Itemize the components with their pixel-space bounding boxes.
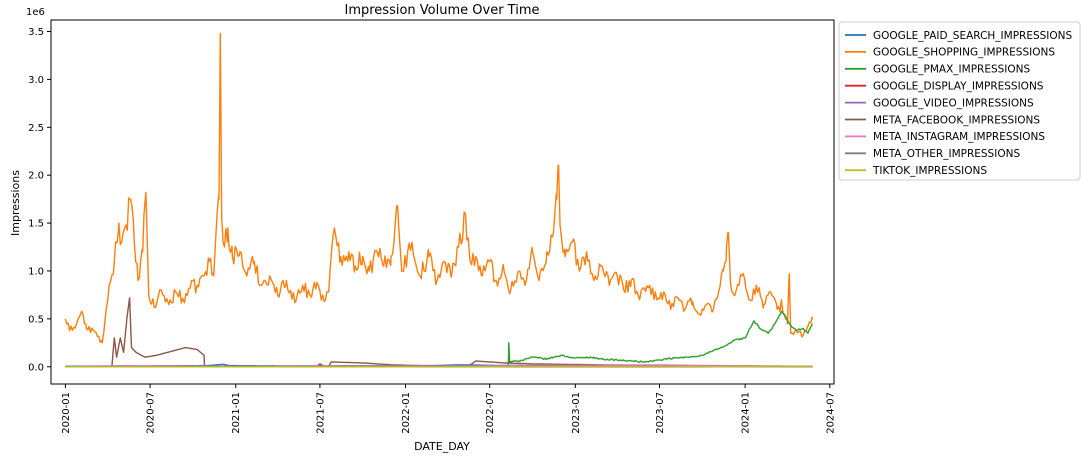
legend-label: META_INSTAGRAM_IMPRESSIONS — [873, 131, 1045, 143]
y-tick-label: 3.5 — [28, 27, 44, 38]
x-tick-label: 2022-07 — [485, 392, 496, 434]
y-tick-label: 2.5 — [28, 123, 44, 134]
series-line-google-shopping-impressions — [65, 33, 812, 342]
legend-label: GOOGLE_VIDEO_IMPRESSIONS — [873, 97, 1034, 109]
legend-label: TIKTOK_IMPRESSIONS — [872, 165, 987, 177]
y-tick-label: 0.0 — [28, 362, 44, 373]
y-axis-ticks: 0.0 0.5 1.0 1.5 2.0 2.5 3.0 3.5 — [28, 27, 51, 373]
legend-entry-meta-instagram-impressions: META_INSTAGRAM_IMPRESSIONS — [845, 131, 1045, 143]
legend-entry-google-paid-search-impressions: GOOGLE_PAID_SEARCH_IMPRESSIONS — [845, 30, 1073, 42]
x-tick-label: 2020-07 — [146, 392, 157, 434]
y-tick-label: 1.5 — [28, 219, 44, 230]
x-tick-label: 2024-07 — [825, 392, 836, 434]
plot-area-frame — [51, 20, 834, 384]
x-tick-label: 2023-07 — [655, 392, 666, 434]
legend: GOOGLE_PAID_SEARCH_IMPRESSIONS GOOGLE_SHO… — [839, 22, 1080, 180]
y-offset-label: 1e6 — [26, 7, 45, 18]
y-tick-label: 1.0 — [28, 266, 44, 277]
legend-entry-meta-facebook-impressions: META_FACEBOOK_IMPRESSIONS — [845, 114, 1040, 126]
legend-label: GOOGLE_PAID_SEARCH_IMPRESSIONS — [873, 30, 1073, 42]
x-tick-label: 2021-01 — [231, 392, 242, 434]
legend-label: META_FACEBOOK_IMPRESSIONS — [873, 114, 1040, 126]
legend-label: GOOGLE_SHOPPING_IMPRESSIONS — [873, 47, 1055, 59]
y-axis-title: Impressions — [9, 170, 22, 236]
series-line-meta-facebook-impressions — [65, 298, 812, 367]
y-tick-label: 2.0 — [28, 171, 44, 182]
x-tick-label: 2021-07 — [315, 392, 326, 434]
x-tick-label: 2022-01 — [401, 392, 412, 434]
plot-lines — [65, 33, 812, 366]
x-axis-title: DATE_DAY — [414, 440, 470, 453]
legend-entry-google-pmax-impressions: GOOGLE_PMAX_IMPRESSIONS — [845, 64, 1031, 76]
x-tick-label: 2020-01 — [61, 392, 72, 434]
legend-label: META_OTHER_IMPRESSIONS — [873, 148, 1020, 160]
legend-entry-google-video-impressions: GOOGLE_VIDEO_IMPRESSIONS — [845, 97, 1034, 109]
x-tick-label: 2023-01 — [571, 392, 582, 434]
x-tick-label: 2024-01 — [741, 392, 752, 434]
y-tick-label: 0.5 — [28, 314, 44, 325]
legend-label: GOOGLE_PMAX_IMPRESSIONS — [873, 64, 1031, 76]
x-axis-ticks: 2020-01 2020-07 2021-01 2021-07 2022-01 2022-… — [61, 384, 836, 434]
legend-entry-google-shopping-impressions: GOOGLE_SHOPPING_IMPRESSIONS — [845, 47, 1055, 59]
legend-label: GOOGLE_DISPLAY_IMPRESSIONS — [873, 81, 1044, 93]
chart-title: Impression Volume Over Time — [345, 3, 540, 18]
y-tick-label: 3.0 — [28, 75, 44, 86]
series-line-google-pmax-impressions — [508, 311, 812, 367]
legend-entry-google-display-impressions: GOOGLE_DISPLAY_IMPRESSIONS — [845, 81, 1044, 93]
